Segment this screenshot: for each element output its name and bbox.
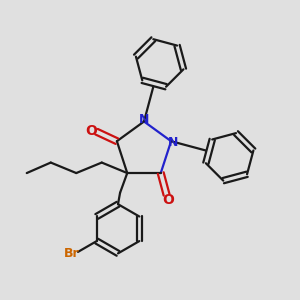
Text: Br: Br [64,247,80,260]
Text: N: N [168,136,179,149]
Text: O: O [162,193,174,207]
Text: O: O [85,124,97,138]
Text: N: N [139,112,149,126]
